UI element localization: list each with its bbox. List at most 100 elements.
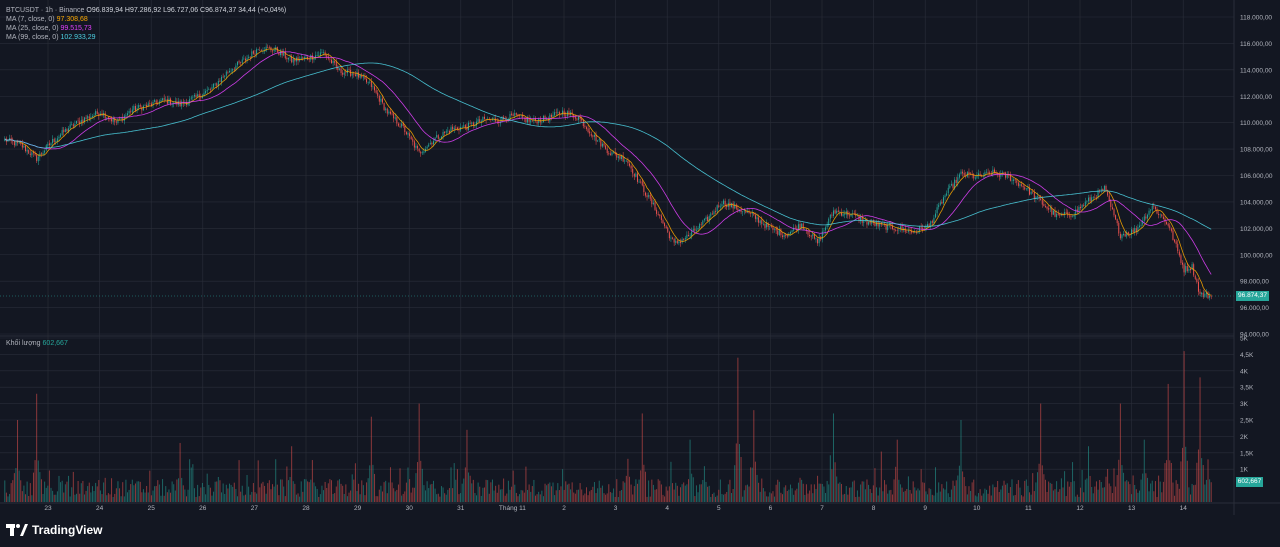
volume-bar	[39, 472, 41, 502]
volume-bar	[286, 466, 288, 502]
volume-bar	[879, 487, 881, 502]
volume-bar	[205, 494, 207, 502]
candle-body	[332, 60, 334, 63]
volume-bar	[992, 484, 994, 502]
volume-bar	[464, 467, 466, 502]
candle-body	[273, 49, 275, 51]
volume-bar	[852, 481, 854, 502]
symbol-label[interactable]: BTCUSDT · 1h · Binance	[6, 7, 85, 14]
volume-bar	[531, 486, 533, 502]
volume-bar	[1159, 481, 1161, 502]
volume-bar	[327, 483, 329, 502]
candle-body	[694, 228, 696, 231]
candle-body	[582, 120, 584, 127]
candle-body	[141, 107, 143, 111]
candle-body	[978, 173, 980, 176]
volume-bar	[1148, 491, 1150, 502]
volume-bar	[617, 497, 619, 502]
candle-body	[294, 58, 296, 62]
volume-bar	[708, 485, 710, 502]
volume-bar	[778, 481, 780, 502]
ma25-row[interactable]: MA (25, close, 0) 99.515,73	[6, 24, 286, 33]
volume-bar	[193, 488, 195, 502]
volume-bar	[633, 486, 635, 502]
candle-body	[686, 234, 688, 239]
volume-bar	[72, 471, 74, 502]
volume-bar	[375, 496, 377, 502]
volume-bar	[853, 480, 855, 502]
volume-bar	[1108, 483, 1110, 502]
volume-bar	[523, 492, 525, 502]
volume-bar	[941, 484, 943, 502]
ma99-row[interactable]: MA (99, close, 0) 102.933,29	[6, 33, 286, 42]
candle-body	[98, 113, 100, 116]
volume-bar	[1123, 472, 1125, 502]
volume-bar	[436, 494, 438, 502]
volume-bar	[423, 485, 425, 502]
volume-bar	[125, 479, 127, 502]
candle-body	[947, 187, 949, 194]
candle-body	[519, 115, 521, 116]
volume-bar	[931, 494, 933, 502]
volume-bar	[190, 467, 192, 502]
candle-body	[232, 69, 234, 71]
ma7-row[interactable]: MA (7, close, 0) 97.308,68	[6, 15, 286, 24]
volume-bar	[860, 484, 862, 502]
volume-bar	[848, 487, 850, 502]
volume-bar	[5, 492, 7, 502]
candle-body	[483, 116, 485, 119]
volume-bar	[863, 481, 865, 502]
volume-bar	[63, 492, 65, 502]
volume-bar	[1194, 484, 1196, 502]
candle-body	[641, 181, 643, 186]
volume-bar	[262, 481, 264, 502]
volume-bar	[828, 484, 830, 502]
volume-bar	[686, 484, 688, 502]
volume-bar	[74, 494, 76, 502]
volume-bar	[243, 495, 245, 502]
tradingview-logo[interactable]: TradingView	[6, 523, 102, 537]
volume-bar	[794, 490, 796, 502]
candle-body	[511, 113, 513, 115]
volume-bar	[571, 482, 573, 502]
candle-body	[1048, 208, 1050, 210]
volume-bar	[796, 488, 798, 502]
volume-bar	[936, 492, 938, 502]
volume-bar	[868, 484, 870, 502]
volume-bar	[522, 490, 524, 502]
volume-bar	[850, 487, 852, 502]
candle-body	[394, 117, 396, 119]
volume-bar	[707, 486, 709, 502]
candle-body	[619, 156, 621, 159]
volume-bar	[217, 476, 219, 502]
volume-bar	[935, 467, 936, 502]
candle-body	[447, 130, 449, 132]
volume-bar	[383, 482, 385, 502]
candle-body	[496, 121, 498, 122]
candle-body	[995, 172, 997, 174]
candle-body	[42, 152, 44, 155]
candle-body	[891, 225, 893, 229]
candle-body	[34, 153, 36, 155]
candle-body	[107, 117, 109, 119]
volume-bar	[1182, 447, 1184, 502]
volume-legend[interactable]: Khối lượng 602,667	[6, 340, 68, 347]
candle-body	[1043, 204, 1045, 206]
candle-body	[939, 202, 941, 205]
candle-body	[554, 112, 556, 116]
candle-body	[834, 210, 836, 214]
candle-body	[1142, 220, 1144, 225]
volume-bar	[171, 481, 173, 502]
volume-bar	[249, 494, 251, 502]
volume-bar	[257, 460, 259, 502]
volume-bar	[672, 483, 674, 502]
candle-body	[1086, 201, 1088, 202]
volume-bar	[898, 479, 900, 502]
volume-bar	[399, 468, 401, 502]
candle-body	[1209, 296, 1211, 298]
volume-bar	[1035, 482, 1037, 502]
volume-bar	[1103, 487, 1105, 502]
candle-body	[201, 95, 203, 98]
